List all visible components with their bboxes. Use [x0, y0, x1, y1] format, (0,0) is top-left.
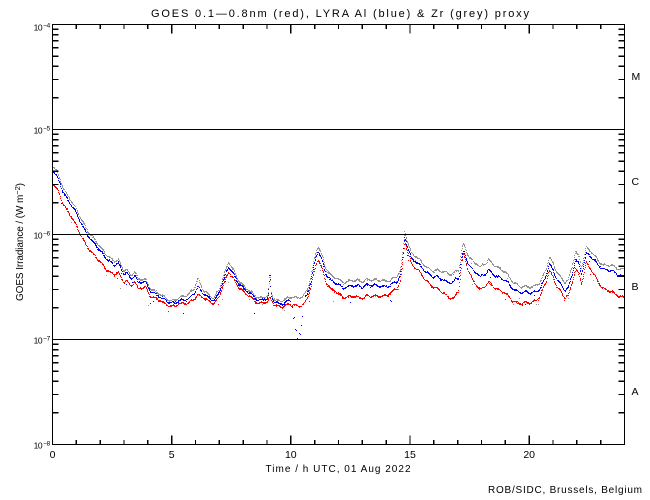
svg-text:10: 10 — [34, 441, 43, 451]
svg-text:10: 10 — [34, 126, 43, 136]
svg-text:ROB/SIDC, Brussels, Belgium: ROB/SIDC, Brussels, Belgium — [488, 485, 642, 496]
svg-text:−7: −7 — [43, 335, 50, 342]
svg-text:10: 10 — [285, 449, 297, 461]
svg-text:5: 5 — [169, 449, 175, 461]
svg-text:A: A — [632, 386, 639, 398]
svg-text:15: 15 — [404, 449, 416, 461]
svg-text:−4: −4 — [43, 22, 50, 29]
svg-text:M: M — [632, 71, 641, 83]
svg-text:0: 0 — [50, 449, 56, 461]
svg-text:10: 10 — [34, 23, 43, 33]
svg-text:10: 10 — [34, 336, 43, 346]
svg-text:−5: −5 — [43, 125, 50, 132]
svg-text:20: 20 — [523, 449, 535, 461]
svg-text:C: C — [632, 176, 640, 188]
svg-text:B: B — [632, 281, 639, 293]
svg-text:10: 10 — [34, 231, 43, 241]
svg-text:Time / h UTC, 01 Aug 2022: Time / h UTC, 01 Aug 2022 — [266, 464, 411, 475]
svg-text:−6: −6 — [43, 230, 50, 237]
svg-text:GOES Irradiance / (W m−2): GOES Irradiance / (W m−2) — [13, 183, 26, 301]
svg-text:−8: −8 — [43, 440, 50, 447]
